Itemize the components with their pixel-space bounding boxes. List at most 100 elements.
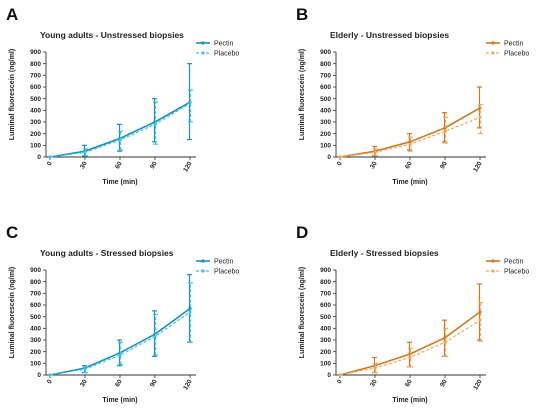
panel-c-y-tick-label: 700 bbox=[30, 291, 41, 298]
panel-a-y-tick-label: 100 bbox=[30, 143, 41, 150]
panel-a-y-tick-label: 700 bbox=[30, 73, 41, 80]
panel-d-x-tick-label: 30 bbox=[369, 378, 379, 388]
panel-c-x-axis-title: Time (min) bbox=[102, 397, 137, 404]
panel-b-y-tick-label: 0 bbox=[327, 154, 331, 161]
panel-b-y-tick-label: 900 bbox=[320, 49, 331, 56]
panel-c-placebo-point bbox=[118, 353, 122, 357]
panel-a-x-tick-label: 120 bbox=[182, 160, 194, 173]
panel-b-placebo-point bbox=[373, 150, 377, 154]
panel-c-placebo-point bbox=[83, 367, 87, 371]
panel-c-x-tick-label: 90 bbox=[149, 378, 159, 388]
chart-a: A Young adults - Unstressed biopsies 0 100 2… bbox=[6, 5, 239, 186]
panel-c-y-tick-label: 600 bbox=[30, 302, 41, 309]
panel-b-x-tick-label: 0 bbox=[336, 160, 344, 167]
panel-a-placebo-point bbox=[83, 150, 87, 154]
panel-a-y-tick-label: 0 bbox=[37, 154, 41, 161]
panel-c-pectin-point bbox=[188, 306, 192, 311]
panel-d-y-tick-label: 800 bbox=[320, 279, 331, 286]
panel-c-placebo-legend-label: Placebo bbox=[214, 268, 239, 275]
panel-d-y-tick-label: 100 bbox=[320, 361, 331, 368]
panel-b-letter: B bbox=[296, 5, 308, 24]
panel-d-y-tick-label: 500 bbox=[320, 314, 331, 321]
panel-a-pectin-legend-label: Pectin bbox=[214, 40, 234, 47]
panel-c-y-tick-label: 300 bbox=[30, 337, 41, 344]
panel-d-y-tick-label: 700 bbox=[320, 291, 331, 298]
panel-a-y-tick-label: 600 bbox=[30, 84, 41, 91]
panel-d-placebo-point bbox=[478, 318, 482, 322]
panel-b: B Elderly - Unstressed biopsies 0 100 200 300… bbox=[290, 0, 550, 200]
panel-b-x-tick-label: 90 bbox=[439, 160, 449, 170]
panel-d-y-tick-label: 900 bbox=[320, 267, 331, 274]
panel-d-letter: D bbox=[296, 223, 308, 242]
panel-d-x-tick-label: 60 bbox=[404, 378, 414, 388]
panel-b-x-tick-label: 60 bbox=[404, 160, 414, 170]
panel-c-placebo-point bbox=[188, 310, 192, 314]
panel-a-placebo-legend-marker bbox=[201, 51, 205, 55]
panel-a-placebo-point bbox=[153, 122, 157, 126]
panel-d-y-tick-label: 200 bbox=[320, 349, 331, 356]
panel-c-placebo-legend-marker bbox=[201, 269, 205, 273]
panel-a-x-axis-title: Time (min) bbox=[102, 179, 137, 186]
panel-d-x-tick-label: 90 bbox=[439, 378, 449, 388]
panel-d: D Elderly - Stressed biopsies 0 100 200 300 40… bbox=[290, 218, 550, 418]
panel-b-placebo-point bbox=[478, 115, 482, 119]
panel-d-y-tick-label: 0 bbox=[327, 372, 331, 379]
panel-b-title: Elderly - Unstressed biopsies bbox=[330, 30, 449, 40]
panel-b-pectin-legend-label: Pectin bbox=[504, 40, 524, 47]
panel-a-title: Young adults - Unstressed biopsies bbox=[40, 30, 184, 40]
panel-b-pectin-legend-marker bbox=[491, 41, 495, 45]
panel-b-placebo-point bbox=[443, 129, 447, 133]
panel-a-y-axis-title: Luminal fluorescein (ng/ml) bbox=[9, 49, 16, 140]
panel-c-y-tick-label: 100 bbox=[30, 361, 41, 368]
panel-c-y-tick-label: 200 bbox=[30, 349, 41, 356]
panel-a-x-tick-label: 60 bbox=[114, 160, 124, 170]
panel-b-placebo-point bbox=[408, 142, 412, 146]
panel-d-x-tick-label: 0 bbox=[336, 378, 344, 385]
panel-b-y-tick-label: 300 bbox=[320, 119, 331, 126]
panel-a-x-tick-label: 0 bbox=[46, 160, 54, 167]
panel-c-y-tick-label: 500 bbox=[30, 314, 41, 321]
panel-b-y-axis-title: Luminal fluorescein (ng/ml) bbox=[299, 49, 306, 140]
panel-c-x-tick-label: 30 bbox=[79, 378, 89, 388]
panel-d-placebo-legend-label: Placebo bbox=[504, 268, 529, 275]
panel-a-x-tick-label: 90 bbox=[149, 160, 159, 170]
panel-d-title: Elderly - Stressed biopsies bbox=[330, 248, 439, 258]
panel-b-y-tick-label: 200 bbox=[320, 131, 331, 138]
panel-c-x-tick-label: 120 bbox=[182, 378, 194, 391]
panel-d-y-axis-title: Luminal fluorescein (ng/ml) bbox=[299, 267, 306, 358]
panel-b-placebo-legend-marker bbox=[491, 51, 495, 55]
panel-c-y-tick-label: 800 bbox=[30, 279, 41, 286]
panel-c-x-tick-label: 0 bbox=[46, 378, 54, 385]
panel-d-pectin-legend-marker bbox=[491, 259, 495, 263]
panel-d-x-axis-title: Time (min) bbox=[392, 397, 427, 404]
panel-c-y-tick-label: 400 bbox=[30, 326, 41, 333]
panel-a-pectin-legend-marker bbox=[201, 41, 205, 45]
panel-a-placebo-point bbox=[118, 138, 122, 142]
panel-b-x-axis-title: Time (min) bbox=[392, 179, 427, 186]
panel-d-placebo-point bbox=[338, 373, 342, 377]
panel-a-y-tick-label: 300 bbox=[30, 119, 41, 126]
panel-a-placebo-point bbox=[48, 155, 52, 159]
panel-b-x-tick-label: 120 bbox=[472, 160, 484, 173]
panel-b-y-tick-label: 700 bbox=[320, 73, 331, 80]
panel-c-y-tick-label: 900 bbox=[30, 267, 41, 274]
panel-d-pectin-legend-label: Pectin bbox=[504, 258, 524, 265]
panel-d-placebo-point bbox=[443, 340, 447, 344]
panel-c-placebo-line bbox=[49, 311, 191, 376]
panel-b-x-tick-label: 30 bbox=[369, 160, 379, 170]
panel-a-y-tick-label: 900 bbox=[30, 49, 41, 56]
panel-c-pectin-legend-marker bbox=[201, 259, 205, 263]
panel-d-pectin-point bbox=[478, 310, 482, 314]
panel-a-placebo-legend-label: Placebo bbox=[214, 50, 239, 57]
panel-a-letter: A bbox=[6, 5, 18, 24]
panel-a-y-tick-label: 800 bbox=[30, 61, 41, 68]
panel-b-y-tick-label: 100 bbox=[320, 143, 331, 150]
panel-b-y-tick-label: 800 bbox=[320, 61, 331, 68]
panel-b-placebo-point bbox=[338, 155, 342, 159]
panel-c-y-tick-label: 0 bbox=[37, 372, 41, 379]
panel-c: C Young adults - Stressed biopsies 0 100 200… bbox=[0, 218, 265, 418]
panel-a-y-tick-label: 400 bbox=[30, 108, 41, 115]
